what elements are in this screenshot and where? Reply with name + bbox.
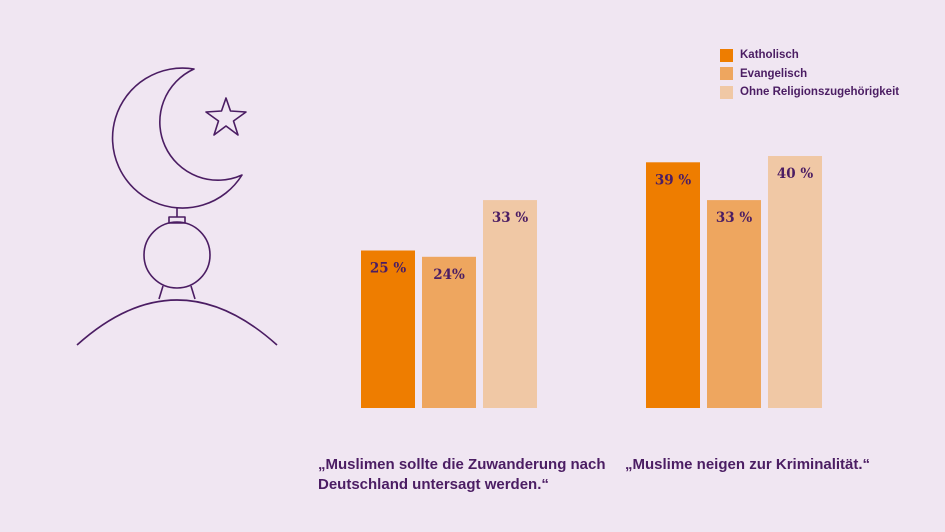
legend-label: Ohne Religionszugehörigkeit [740, 86, 900, 99]
bar-value-label: 25 % [370, 261, 406, 277]
bar-value-label: 33 % [492, 210, 528, 226]
bar-evangelisch-group-1 [422, 256, 476, 408]
bar-ohne-religionszugeh-rigkeit-group-1 [483, 200, 537, 408]
bar-katholisch-group-2 [646, 162, 700, 408]
legend-swatch [720, 48, 733, 62]
bar-value-label: 24% [433, 267, 465, 283]
legend-swatch [720, 67, 733, 81]
legend-item-ohne-religion: Ohne Religionszugehörigkeit [720, 83, 899, 102]
legend-item-katholisch: Katholisch [720, 46, 899, 65]
legend-swatch [720, 85, 733, 99]
legend-item-evangelisch: Evangelisch [720, 65, 899, 84]
bar-katholisch-group-1 [361, 250, 415, 408]
bar-value-label: 40 % [777, 166, 813, 182]
crescent-star-icon [76, 67, 278, 346]
legend-label: Evangelisch [740, 67, 808, 80]
legend: Katholisch Evangelisch Ohne Religionszug… [720, 46, 899, 102]
bar-ohne-religionszugeh-rigkeit-group-2 [768, 156, 822, 408]
legend-label: Katholisch [740, 49, 799, 62]
group-caption-zuwanderung: „Muslimen sollte die Zuwanderung nach De… [318, 456, 606, 493]
group-caption-kriminalitaet: „Muslime neigen zur Kriminalität.“ [625, 456, 871, 473]
bar-value-label: 33 % [716, 210, 752, 226]
bar-evangelisch-group-2 [707, 200, 761, 408]
bar-value-label: 39 % [655, 172, 691, 188]
